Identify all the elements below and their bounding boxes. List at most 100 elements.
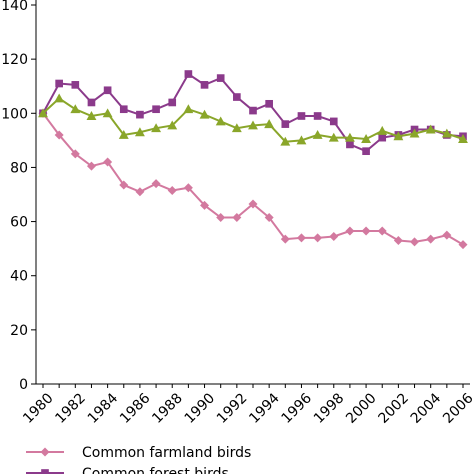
data-point <box>328 132 339 142</box>
data-point <box>378 133 387 142</box>
data-point <box>393 236 403 246</box>
data-point <box>216 213 226 223</box>
legend-label: Common farmland birds <box>82 445 251 461</box>
data-point <box>118 129 129 139</box>
x-tick-label: 1998 <box>311 390 348 427</box>
data-point <box>441 128 452 138</box>
data-point <box>70 104 81 114</box>
data-point <box>458 240 468 250</box>
data-point <box>54 130 64 140</box>
data-point <box>313 112 322 120</box>
data-point <box>55 79 63 88</box>
x-tick-label: 1996 <box>279 390 316 427</box>
x-tick-label: 1982 <box>52 390 89 427</box>
data-point <box>41 469 49 474</box>
data-point <box>54 93 65 103</box>
data-point <box>135 187 145 197</box>
data-point <box>377 125 388 135</box>
data-point <box>200 81 209 89</box>
data-point <box>329 231 339 241</box>
x-tick-label: 1988 <box>149 390 186 427</box>
data-point <box>216 74 225 82</box>
y-axis-ticks: 0 20 40 60 80 100 120 140 <box>1 0 36 393</box>
data-point <box>346 140 354 149</box>
data-point <box>361 226 371 236</box>
data-point <box>200 200 210 210</box>
y-tick-label: 20 <box>10 323 28 339</box>
data-point <box>296 135 307 145</box>
data-point <box>297 112 306 120</box>
data-point <box>281 120 290 128</box>
legend-item: Common farmland birds <box>26 445 251 461</box>
legend: Common farmland birds Common forest birds <box>26 445 251 474</box>
data-point <box>362 147 370 156</box>
data-point <box>409 128 420 138</box>
legend-label: Common forest birds <box>82 466 229 474</box>
data-point <box>87 98 96 107</box>
data-point <box>344 132 355 142</box>
data-point <box>280 234 290 244</box>
data-point <box>233 93 241 101</box>
data-point <box>102 108 113 118</box>
data-point <box>119 180 129 190</box>
series-3 <box>38 93 468 146</box>
data-point <box>71 81 80 89</box>
data-point <box>184 70 193 78</box>
data-point <box>296 233 306 243</box>
data-point <box>86 161 96 171</box>
data-point <box>425 124 436 134</box>
y-tick-label: 120 <box>1 52 28 68</box>
data-point <box>151 123 162 133</box>
data-point <box>167 120 178 130</box>
legend-item: Common forest birds <box>26 466 229 474</box>
data-point <box>248 120 258 130</box>
data-point <box>442 230 452 240</box>
data-point <box>329 117 338 126</box>
data-point <box>40 447 50 457</box>
y-tick-label: 140 <box>1 0 28 14</box>
y-tick-label: 100 <box>1 106 28 122</box>
series-2 <box>39 70 467 156</box>
chart-axes <box>35 0 470 385</box>
data-point <box>183 183 193 193</box>
data-point <box>86 111 97 120</box>
data-point <box>152 105 160 114</box>
data-point <box>458 134 468 143</box>
data-point <box>249 106 257 115</box>
data-point <box>248 199 258 209</box>
data-point <box>215 116 226 126</box>
x-tick-label: 1992 <box>214 390 251 427</box>
x-tick-label: 1990 <box>182 390 219 427</box>
x-tick-label: 1984 <box>85 390 122 427</box>
data-point <box>265 99 273 108</box>
data-point <box>264 213 274 223</box>
data-point <box>136 110 144 119</box>
series-lines <box>38 70 468 250</box>
y-tick-label: 40 <box>10 269 28 285</box>
data-point <box>167 185 177 195</box>
data-point <box>361 134 372 143</box>
data-point <box>313 233 323 243</box>
y-tick-label: 60 <box>10 215 28 231</box>
x-axis-ticks: 1980198219841986198819901992199419961998… <box>20 384 474 427</box>
data-point <box>232 213 242 223</box>
y-tick-label: 80 <box>10 160 28 176</box>
data-point <box>38 108 48 118</box>
y-tick-label: 0 <box>19 377 28 393</box>
data-point <box>70 149 80 159</box>
series-1 <box>38 108 468 250</box>
data-point <box>312 129 323 139</box>
data-point <box>264 119 275 129</box>
data-point <box>345 226 355 236</box>
data-point <box>199 109 210 119</box>
x-tick-label: 1980 <box>20 390 57 427</box>
data-point <box>231 123 242 133</box>
data-point <box>410 237 420 247</box>
data-point <box>280 136 291 146</box>
data-point <box>103 86 112 95</box>
data-point <box>168 98 177 107</box>
x-tick-label: 2002 <box>375 390 412 427</box>
data-point <box>119 105 128 114</box>
data-point <box>393 131 404 141</box>
